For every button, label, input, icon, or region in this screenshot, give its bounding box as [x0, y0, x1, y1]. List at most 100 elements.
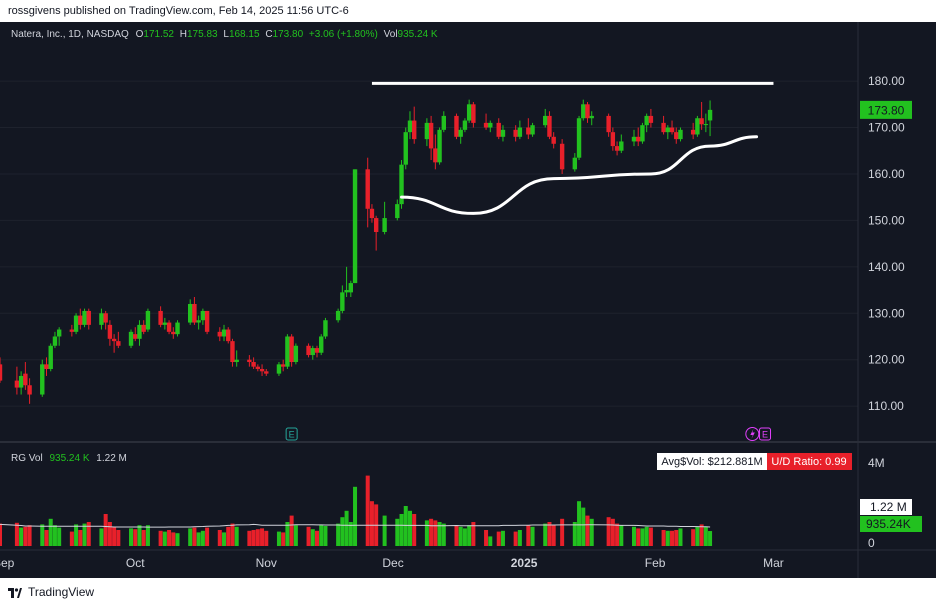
earnings-marker-label: E [762, 430, 768, 440]
volume-bar [399, 514, 404, 546]
volume-bar [551, 525, 556, 546]
volume-bar [133, 529, 138, 546]
candle-body [576, 118, 582, 158]
volume-bar [289, 515, 294, 546]
candle-body [99, 313, 104, 325]
volume-bar [78, 530, 83, 546]
volume-bar [234, 526, 239, 546]
volume-bar [665, 530, 670, 546]
candlestick-chart[interactable]: 110.00 120.00 130.00 140.00 150.00 160.00 170.… [0, 22, 936, 578]
low-value: 168.15 [229, 29, 260, 40]
candle-body [175, 322, 180, 335]
volume-bar [437, 522, 442, 546]
svg-text:173.80: 173.80 [868, 103, 905, 117]
candle-body [661, 122, 666, 133]
volume-bar [281, 532, 286, 546]
candle-body [458, 129, 463, 137]
candle-body [462, 120, 468, 130]
volume-bar [188, 528, 193, 546]
candle-body [40, 364, 45, 395]
candle-body [259, 368, 265, 372]
time-tick-label: Dec [382, 556, 403, 570]
chart-frame[interactable]: 110.00 120.00 130.00 140.00 150.00 160.00 170.… [0, 22, 936, 578]
volume-legend: RG Vol 935.24 K 1.22 M [11, 453, 127, 464]
volume-bar [471, 522, 476, 546]
volume-bar [572, 522, 577, 546]
earnings-marker-label: E [289, 430, 295, 440]
candle-body [56, 329, 62, 337]
volume-bar [462, 528, 467, 546]
volume-bar [264, 530, 269, 546]
candle-body [285, 336, 290, 367]
candle-body [454, 115, 459, 137]
candle-body [610, 132, 616, 147]
svg-text:Natera, Inc., 1D, NASDAQ: Natera, Inc., 1D, NASDAQ O171.52 H175.83… [11, 29, 438, 40]
candle-body [412, 120, 417, 140]
volume-bar [517, 530, 522, 546]
candles [0, 99, 713, 404]
volume-bar [247, 530, 252, 546]
volume-bar [691, 529, 696, 546]
volume-bar [226, 526, 231, 546]
candle-body [319, 336, 324, 353]
candle-body [424, 122, 430, 140]
price-axis[interactable]: 110.00 120.00 130.00 140.00 150.00 160.00 170.… [868, 74, 905, 413]
volume-current-badge: 935.24K [860, 516, 922, 532]
candle-body [14, 380, 20, 388]
volume-bar [27, 525, 32, 546]
volume-bar [433, 520, 438, 546]
candle-body [690, 129, 696, 135]
candle-body [196, 320, 201, 323]
open-value: 171.52 [143, 29, 174, 40]
candle-body [276, 364, 282, 374]
candle-body [221, 329, 227, 337]
svg-text:RG Vol 935.24 K: RG Vol 935.24 K 1.22 M [11, 453, 127, 464]
time-axis[interactable]: Sep Oct Nov Dec 2025 Feb Mar [0, 556, 784, 570]
candle-body [78, 315, 83, 325]
candle-body [133, 334, 138, 339]
volume-bar [52, 525, 57, 546]
candle-body [255, 366, 261, 369]
price-grid [0, 80, 858, 407]
high-label: H [180, 29, 187, 40]
volume-bar [454, 525, 459, 546]
volume-bar [107, 522, 112, 546]
candle-body [399, 164, 404, 205]
volume-bar [467, 525, 472, 546]
volume-bar [167, 530, 172, 546]
price-tick-label: 110.00 [868, 399, 904, 413]
candle-body [18, 375, 24, 388]
volume-bar [585, 515, 590, 546]
candle-body [217, 331, 222, 337]
candle-body [585, 104, 590, 119]
tradingview-logo-icon [8, 587, 22, 598]
ud-ratio: U/D Ratio: 0.99 [771, 456, 846, 468]
volume-bar [636, 528, 641, 546]
price-tick-label: 170.00 [868, 121, 905, 135]
volume-bar [103, 514, 108, 546]
candle-body [483, 122, 489, 128]
volume-bar [0, 523, 2, 546]
volume-bar [560, 518, 565, 546]
volume-bar [543, 523, 548, 546]
candle-body [433, 148, 438, 163]
volume-bar [112, 526, 117, 546]
volume-bar [670, 530, 675, 546]
candle-body [251, 362, 256, 367]
vol-axis-top: 4M [868, 456, 885, 470]
candle-body [166, 322, 172, 332]
volume-bar [86, 522, 91, 546]
open-label: O [136, 29, 144, 40]
volume-bar [99, 528, 104, 546]
time-tick-label: Nov [256, 556, 277, 570]
volume-bar [615, 523, 620, 546]
volume-bar [141, 530, 146, 546]
high-value: 175.83 [187, 29, 218, 40]
volume-bar [674, 530, 679, 546]
cup-curve [400, 135, 759, 215]
price-tick-label: 140.00 [868, 260, 905, 274]
candle-body [665, 127, 671, 133]
candle-body [162, 322, 168, 325]
volume-bar [606, 517, 611, 546]
volume-bar [500, 530, 505, 546]
